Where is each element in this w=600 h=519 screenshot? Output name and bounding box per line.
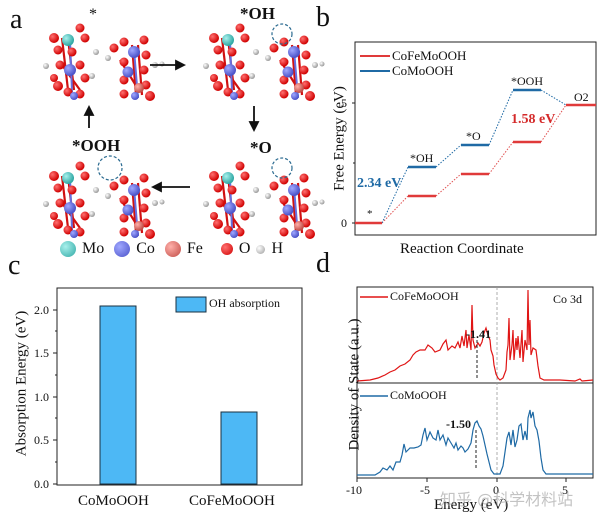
state-label-o: *O: [250, 138, 272, 157]
ytick-5: 5: [341, 96, 347, 110]
state-label-star: *: [89, 6, 97, 23]
xtick-minus-5: -5: [420, 483, 430, 497]
legend-oh-absorption: OH absorption: [209, 296, 280, 310]
xtick-5: 5: [562, 483, 568, 497]
ytick-1-5: 1.5: [34, 346, 49, 360]
annotation-2-34-ev: 2.34 eV: [357, 176, 402, 191]
xtick-0: 0: [493, 483, 499, 497]
cofemoooh-levels: [355, 103, 596, 225]
legend-h: H: [271, 240, 284, 257]
y-axis-label-dos: Density of State (a.u.): [346, 318, 363, 451]
mo-atom-icon: [60, 241, 76, 257]
level-label-ooh: *OOH: [511, 74, 543, 88]
legend-o: O: [238, 240, 251, 257]
dos-curve-comoooh: [357, 409, 593, 476]
state-label-oh: *OH: [240, 4, 275, 23]
adsorbate-highlight-oh: [271, 23, 293, 45]
legend-cofemoooh: CoFeMoOOH: [392, 48, 467, 63]
ytick-2-0: 2.0: [34, 303, 49, 317]
legend-dos-cofemoooh: CoFeMoOOH: [390, 289, 459, 303]
panel-a-letter: a: [10, 4, 23, 35]
co-atom-icon: [114, 241, 131, 257]
xtick-minus-10: -10: [346, 483, 362, 497]
adsorbate-highlight-ooh: [97, 155, 123, 181]
dos-title-co-3d: Co 3d: [553, 292, 583, 306]
level-label-oh: *OH: [410, 151, 434, 165]
ytick-0: 0: [341, 216, 347, 230]
h-atom-icon: [256, 244, 266, 254]
o-atom-icon: [220, 243, 233, 255]
x-axis-label-energy: Energy (eV): [434, 497, 509, 513]
xcat-comoooh: CoMoOOH: [78, 493, 149, 509]
ytick-0-5: 0.5: [34, 433, 49, 447]
cycle-arrows: [83, 59, 260, 193]
legend-co: Co: [136, 240, 155, 257]
legend-mo: Mo: [82, 240, 105, 257]
x-axis-label-reaction: Reaction Coordinate: [400, 241, 524, 257]
state-label-ooh: *OOH: [72, 136, 121, 155]
annotation-1-58-ev: 1.58 eV: [511, 112, 556, 127]
watermark: 知乎 @科学材料站: [440, 490, 574, 509]
legend-dos-comoooh: CoMoOOH: [390, 388, 447, 402]
annotation-minus-1-50: -1.50: [446, 417, 471, 431]
level-label-star: *: [367, 208, 373, 220]
level-label-o: *O: [466, 129, 481, 143]
panel-b-letter: b: [316, 2, 330, 33]
level-label-o2: O2: [574, 90, 589, 104]
legend-comoooh: CoMoOOH: [392, 63, 454, 78]
legend-fe: Fe: [186, 240, 203, 257]
legend-swatch-oh: [175, 296, 207, 313]
annotation-minus-1-41: -1.41: [466, 327, 491, 341]
ytick-1-0: 1.0: [34, 390, 49, 404]
panel-d-letter: d: [316, 248, 330, 279]
dos-curve-cofemoooh: [356, 289, 594, 382]
bar-comoooh: [99, 305, 137, 485]
xcat-cofemoooh: CoFeMoOOH: [189, 493, 275, 509]
atom-legend: Mo Co Fe O H: [60, 240, 283, 258]
ytick-0-0: 0.0: [34, 477, 49, 491]
fe-atom-icon: [164, 241, 181, 257]
comoooh-levels: [408, 88, 541, 169]
bar-cofemoooh: [220, 411, 258, 485]
adsorbate-highlight-o: [271, 157, 293, 179]
panel-c-letter: c: [8, 250, 21, 281]
